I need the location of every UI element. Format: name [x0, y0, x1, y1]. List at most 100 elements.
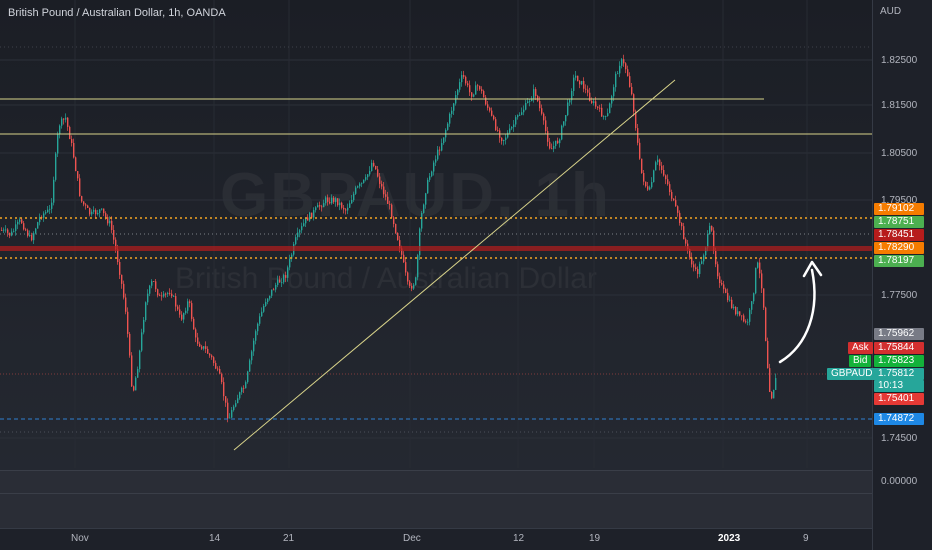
- candle: [33, 233, 35, 241]
- candle: [669, 184, 671, 193]
- candle: [307, 217, 309, 221]
- candle: [329, 201, 331, 204]
- candle: [763, 288, 765, 308]
- candle: [113, 229, 115, 240]
- candle: [137, 369, 139, 378]
- candle: [399, 240, 401, 249]
- candle: [639, 142, 641, 159]
- candle: [189, 301, 191, 304]
- candle: [359, 183, 361, 187]
- arrow-annotation: [778, 268, 816, 364]
- candle: [693, 264, 695, 268]
- candle: [217, 368, 219, 370]
- candle: [341, 202, 343, 208]
- candle: [391, 204, 393, 218]
- candle: [327, 197, 329, 202]
- candle: [367, 174, 369, 178]
- candle: [301, 226, 303, 231]
- candle: [545, 120, 547, 132]
- candle: [731, 299, 733, 309]
- candle: [381, 183, 383, 187]
- candle: [717, 264, 719, 277]
- candle: [53, 179, 55, 203]
- candle: [679, 212, 681, 224]
- candle: [279, 279, 281, 283]
- candle: [223, 382, 225, 397]
- candle: [653, 170, 655, 183]
- candle: [523, 109, 525, 113]
- candle: [491, 110, 493, 116]
- candle: [57, 133, 59, 154]
- candle: [361, 182, 363, 184]
- candle: [631, 86, 633, 95]
- price-axis[interactable]: [872, 0, 932, 550]
- candle: [429, 176, 431, 180]
- candle: [477, 85, 479, 87]
- candle: [159, 295, 161, 297]
- time-axis[interactable]: [0, 528, 872, 550]
- candle: [317, 205, 319, 208]
- candle: [369, 170, 371, 175]
- candle: [141, 332, 143, 351]
- candle: [751, 301, 753, 310]
- candle: [561, 125, 563, 140]
- candle: [735, 307, 737, 315]
- candle: [77, 171, 79, 179]
- candle: [537, 96, 539, 101]
- candle: [473, 94, 475, 97]
- candle: [625, 63, 627, 70]
- candle: [627, 69, 629, 77]
- price-tick: 1.81500: [881, 100, 918, 111]
- candle: [407, 272, 409, 282]
- symbol-title[interactable]: British Pound / Australian Dollar, 1h, O…: [8, 7, 226, 19]
- price-chart-area[interactable]: GBPAUD, 1h British Pound / Australian Do…: [0, 0, 872, 468]
- candle: [61, 118, 63, 126]
- bid-label: Bid: [849, 355, 872, 367]
- candle: [573, 77, 575, 91]
- indicator-pane-2[interactable]: [0, 493, 872, 528]
- candle: [119, 262, 121, 275]
- candle: [707, 234, 709, 248]
- candle: [665, 175, 667, 180]
- candle: [661, 165, 663, 171]
- candle: [395, 224, 397, 233]
- candle: [35, 228, 37, 234]
- candle: [99, 209, 101, 214]
- candle: [311, 212, 313, 218]
- candle: [617, 73, 619, 75]
- candle: [467, 83, 469, 86]
- candle: [87, 205, 89, 208]
- candle: [347, 207, 349, 211]
- candle: [579, 81, 581, 85]
- candle: [323, 203, 325, 208]
- candle: [733, 307, 735, 309]
- candle: [175, 296, 177, 307]
- candle: [727, 292, 729, 301]
- candle: [553, 145, 555, 149]
- candle: [227, 402, 229, 419]
- candle: [505, 137, 507, 140]
- candle: [83, 201, 85, 205]
- candle: [49, 208, 51, 210]
- candle: [59, 125, 61, 134]
- candle: [355, 187, 357, 194]
- candle: [567, 102, 569, 116]
- candle: [435, 159, 437, 163]
- candlestick-chart[interactable]: [0, 0, 872, 468]
- candle: [565, 115, 567, 122]
- candle: [147, 293, 149, 303]
- candle: [85, 204, 87, 206]
- candle: [31, 235, 33, 241]
- candle: [667, 179, 669, 185]
- candle-countdown: 10:13: [874, 380, 924, 392]
- candle: [685, 239, 687, 244]
- candle: [729, 299, 731, 301]
- candle: [595, 101, 597, 107]
- candle: [629, 76, 631, 87]
- indicator-pane-1[interactable]: [0, 470, 872, 493]
- candle: [493, 115, 495, 120]
- candle: [103, 208, 105, 214]
- candle: [651, 182, 653, 188]
- bid-price-tag: 1.75823: [874, 355, 924, 367]
